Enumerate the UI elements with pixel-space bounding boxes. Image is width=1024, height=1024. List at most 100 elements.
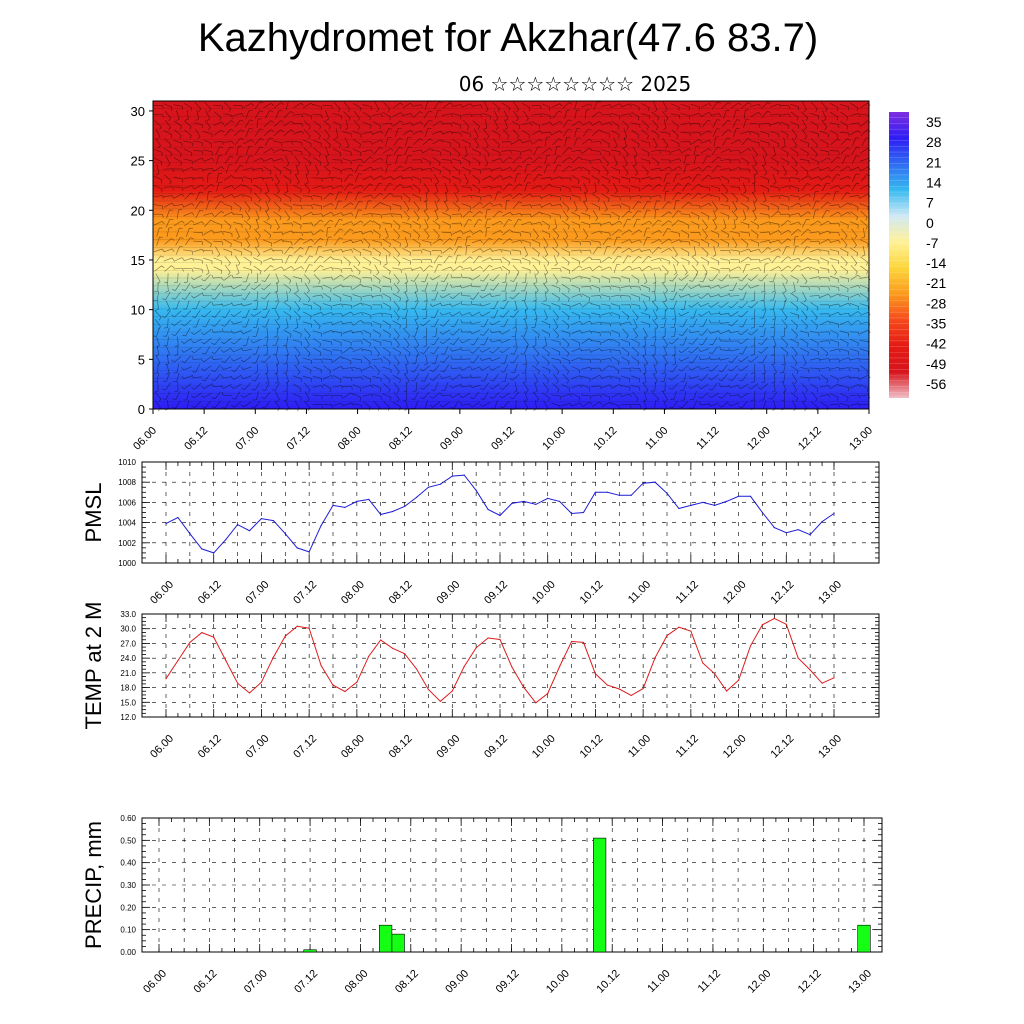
wind-barb-flag: [350, 202, 354, 206]
wind-barb: [302, 375, 312, 379]
wind-barb-flag: [827, 201, 831, 205]
wind-barb: [272, 249, 282, 252]
wind-barb-flag: [489, 329, 492, 333]
wind-barb: [592, 210, 599, 219]
wind-barb: [770, 113, 780, 116]
wind-barb: [532, 138, 540, 145]
wind-barb: [313, 120, 321, 127]
wind-barb-flag: [406, 380, 410, 384]
wind-barb-flag: [359, 279, 362, 284]
wind-barb: [554, 146, 558, 156]
wind-barb: [286, 354, 289, 364]
wind-barb: [741, 328, 749, 336]
wind-barb-flag: [708, 279, 713, 282]
wind-barb: [203, 131, 213, 135]
wind-barb-flag: [692, 254, 697, 257]
wind-barb-flag: [589, 250, 592, 254]
wind-barb-flag: [738, 314, 742, 318]
wind-barb: [245, 318, 250, 328]
wind-barb: [829, 375, 839, 380]
wind-barb-flag: [211, 250, 214, 255]
wind-barb-flag: [847, 397, 849, 401]
wind-barb: [830, 393, 839, 398]
wind-barb-flag: [211, 168, 214, 172]
wind-barb-flag: [738, 167, 742, 171]
wind-barb-flag: [350, 212, 354, 216]
wind-barb: [252, 176, 262, 180]
wind-barb: [233, 294, 243, 297]
wind-barb-flag: [460, 401, 463, 406]
wind-barb: [224, 255, 231, 264]
wind-barb-flag: [499, 350, 503, 353]
wind-barb-flag: [657, 135, 660, 139]
wind-barb: [720, 158, 730, 161]
wind-barb-flag: [251, 379, 256, 382]
wind-barb: [462, 392, 471, 399]
wind-barb-flag: [524, 326, 528, 330]
wind-barb: [782, 381, 787, 391]
wind-barb-flag: [664, 344, 668, 348]
wind-barb: [601, 175, 610, 181]
wind-barb-flag: [518, 183, 523, 186]
wind-barb-flag: [439, 295, 443, 299]
wind-barb-flag: [242, 317, 246, 319]
wind-barb: [571, 293, 580, 298]
wind-barb-flag: [341, 313, 343, 317]
wind-barb: [263, 129, 271, 136]
wind-barb: [322, 394, 332, 397]
wind-barb-flag: [629, 321, 632, 326]
wind-barb-flag: [708, 203, 712, 207]
wind-barb: [802, 291, 807, 300]
wind-barb-flag: [699, 205, 701, 209]
wind-barb-flag: [634, 326, 638, 330]
wind-barb-flag: [359, 252, 362, 257]
wind-barb: [245, 128, 250, 137]
wind-barb-flag: [668, 211, 672, 215]
wind-barb: [393, 382, 400, 391]
wind-barb: [632, 310, 639, 318]
wind-barb-flag: [599, 348, 603, 352]
wind-barb: [711, 156, 719, 164]
wind-barb: [233, 184, 242, 190]
wind-barb-flag: [440, 302, 443, 306]
wind-barb-flag: [201, 379, 206, 382]
wind-barb-flag: [230, 120, 235, 123]
wind-barb-flag: [330, 203, 334, 207]
wind-barb: [283, 283, 292, 290]
wind-barb-flag: [618, 134, 620, 139]
wind-barb-flag: [505, 118, 509, 122]
wind-barb-flag: [299, 255, 303, 257]
wind-barb-flag: [495, 118, 499, 122]
wind-barb-flag: [271, 157, 274, 162]
wind-barb-flag: [516, 118, 519, 122]
wind-barb: [571, 375, 580, 380]
wind-barb-flag: [329, 219, 334, 222]
wind-barb-flag: [419, 111, 423, 114]
wind-barb-flag: [464, 154, 468, 158]
wind-barb: [621, 310, 630, 317]
wind-barb: [621, 103, 630, 108]
wind-barb: [839, 321, 849, 325]
wind-barb: [245, 228, 250, 237]
wind-barb-flag: [289, 180, 292, 184]
wind-barb: [481, 303, 491, 307]
wind-barb-flag: [808, 257, 812, 261]
wind-barb-flag: [549, 121, 553, 126]
wind-barb-flag: [639, 195, 642, 199]
wind-barb: [551, 212, 561, 216]
wind-barb-flag: [659, 150, 662, 154]
wind-barb: [183, 338, 192, 344]
wind-barb-flag: [460, 301, 463, 305]
wind-barb: [412, 175, 421, 181]
wind-barb: [303, 120, 311, 128]
wind-barb: [352, 130, 362, 135]
wind-barb-flag: [388, 389, 391, 393]
wind-barb: [591, 321, 600, 325]
wind-barb: [236, 146, 239, 156]
chart-subtitle: 06 ☆☆☆☆☆☆☆☆ 2025: [458, 72, 692, 96]
wind-barb-flag: [747, 162, 749, 166]
wind-barb-flag: [568, 128, 572, 131]
wind-barb: [750, 248, 760, 252]
wind-barb-flag: [490, 186, 493, 190]
y-tick-label: 0: [138, 402, 145, 417]
